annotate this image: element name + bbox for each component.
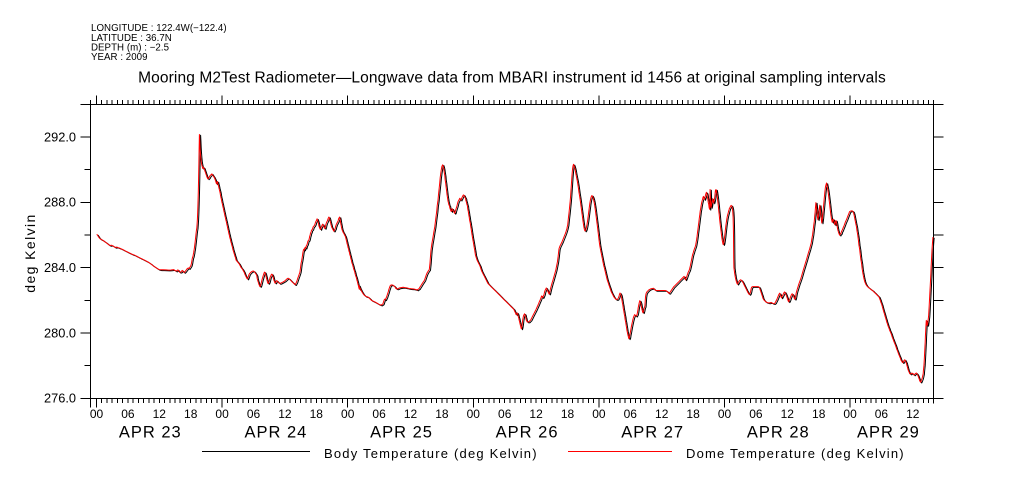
svg-text:00: 00	[341, 407, 355, 421]
svg-text:12: 12	[529, 407, 543, 421]
svg-text:Dome Temperature (deg Kelvin): Dome Temperature (deg Kelvin)	[686, 446, 905, 461]
svg-text:284.0: 284.0	[44, 260, 76, 275]
svg-text:12: 12	[906, 407, 920, 421]
svg-text:06: 06	[247, 407, 261, 421]
svg-text:18: 18	[561, 407, 575, 421]
svg-text:18: 18	[686, 407, 700, 421]
svg-text:280.0: 280.0	[44, 325, 76, 340]
svg-text:12: 12	[404, 407, 418, 421]
svg-text:06: 06	[121, 407, 135, 421]
svg-text:00: 00	[718, 407, 732, 421]
svg-text:06: 06	[624, 407, 638, 421]
svg-text:00: 00	[467, 407, 481, 421]
svg-text:00: 00	[592, 407, 606, 421]
svg-text:06: 06	[372, 407, 386, 421]
svg-text:18: 18	[812, 407, 826, 421]
svg-text:12: 12	[278, 407, 292, 421]
svg-text:292.0: 292.0	[44, 129, 76, 144]
svg-text:00: 00	[843, 407, 857, 421]
svg-text:APR 23: APR 23	[119, 424, 182, 442]
svg-text:Mooring M2Test Radiometer—Long: Mooring M2Test Radiometer—Longwave data …	[138, 70, 886, 87]
svg-text:06: 06	[875, 407, 889, 421]
svg-text:12: 12	[153, 407, 167, 421]
svg-text:YEAR : 2009: YEAR : 2009	[91, 52, 148, 63]
svg-text:276.0: 276.0	[44, 391, 76, 406]
svg-text:288.0: 288.0	[44, 195, 76, 210]
svg-text:DEPTH (m) : −2.5: DEPTH (m) : −2.5	[91, 43, 169, 54]
svg-text:18: 18	[310, 407, 324, 421]
svg-text:APR 27: APR 27	[621, 424, 684, 442]
svg-text:APR 28: APR 28	[747, 424, 810, 442]
svg-text:APR 25: APR 25	[370, 424, 433, 442]
svg-text:APR 29: APR 29	[857, 424, 920, 442]
svg-text:12: 12	[655, 407, 669, 421]
svg-text:LATITUDE : 36.7N: LATITUDE : 36.7N	[91, 33, 172, 44]
svg-text:00: 00	[90, 407, 104, 421]
svg-text:Body Temperature (deg Kelvin): Body Temperature (deg Kelvin)	[324, 446, 538, 461]
svg-text:06: 06	[498, 407, 512, 421]
svg-text:deg Kelvin: deg Kelvin	[22, 213, 38, 292]
svg-text:LONGITUDE : 122.4W(−122.4): LONGITUDE : 122.4W(−122.4)	[91, 23, 227, 34]
svg-text:06: 06	[749, 407, 763, 421]
svg-text:00: 00	[215, 407, 229, 421]
svg-text:APR 26: APR 26	[496, 424, 559, 442]
svg-text:18: 18	[435, 407, 449, 421]
svg-text:APR 24: APR 24	[244, 424, 307, 442]
svg-text:12: 12	[781, 407, 795, 421]
svg-text:18: 18	[184, 407, 198, 421]
